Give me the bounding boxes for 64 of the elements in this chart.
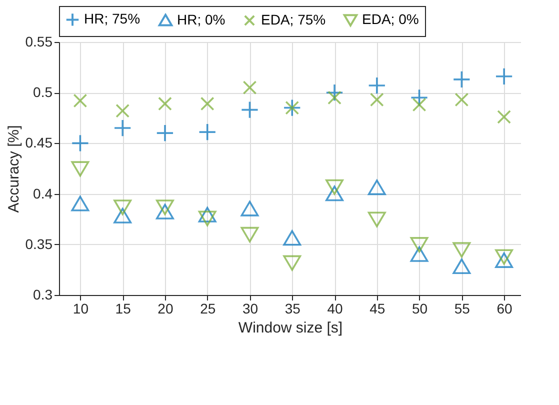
point [71,134,90,152]
point [198,123,216,142]
x-tick-label: 60 [496,300,513,316]
x-tick-label: 25 [200,300,216,316]
x-tick-label: 20 [158,300,174,316]
point [114,208,132,224]
x-tick-label: 15 [115,300,132,316]
x-tick-label: 30 [242,300,258,316]
point [328,90,342,105]
x-tick-label: 45 [370,300,386,316]
legend-label: EDA; 75% [261,11,326,28]
point [495,67,514,86]
point [156,124,174,142]
point [156,204,174,220]
point [116,104,130,118]
x-axis-title: Window size [s] [238,320,343,336]
point [495,252,514,268]
point [198,210,216,226]
y-tick-label: 0.5 [33,84,53,100]
x-tick-label: 35 [284,300,301,316]
point [71,161,90,177]
point [454,92,469,107]
point [73,94,88,108]
point [370,92,384,107]
point [326,179,344,195]
point [240,200,259,216]
x-tick-label: 50 [412,300,428,316]
point [242,80,257,94]
point [452,258,471,274]
y-tick-label: 0.35 [25,236,53,252]
point [368,212,386,228]
point [283,255,302,271]
y-tick-label: 0.55 [25,34,53,50]
point [368,76,386,94]
point [410,246,428,262]
point [452,70,471,88]
point [198,206,216,222]
point [368,180,386,196]
x-tick-label: 10 [72,300,89,316]
point [240,226,259,242]
y-tick-label: 0.45 [25,134,53,151]
point [71,196,90,212]
point [158,96,172,111]
legend-label: HR; 75% [84,10,140,27]
point [452,242,471,258]
point [497,110,511,124]
point [200,96,214,111]
legend-label: EDA; 0% [362,10,419,27]
point [326,84,344,102]
point [412,98,426,112]
x-tick-label: 55 [454,300,470,316]
y-tick-label: 0.3 [33,286,53,302]
y-axis-title: Accuracy [%] [5,125,22,213]
point [240,100,259,119]
point [114,200,132,216]
point [410,237,428,253]
point [283,230,302,246]
point [495,249,514,265]
point [156,200,174,216]
y-tick-label: 0.4 [33,185,53,202]
x-tick-label: 40 [327,300,343,316]
point [114,119,132,137]
legend-label: HR; 0% [177,11,226,28]
point [326,186,344,202]
